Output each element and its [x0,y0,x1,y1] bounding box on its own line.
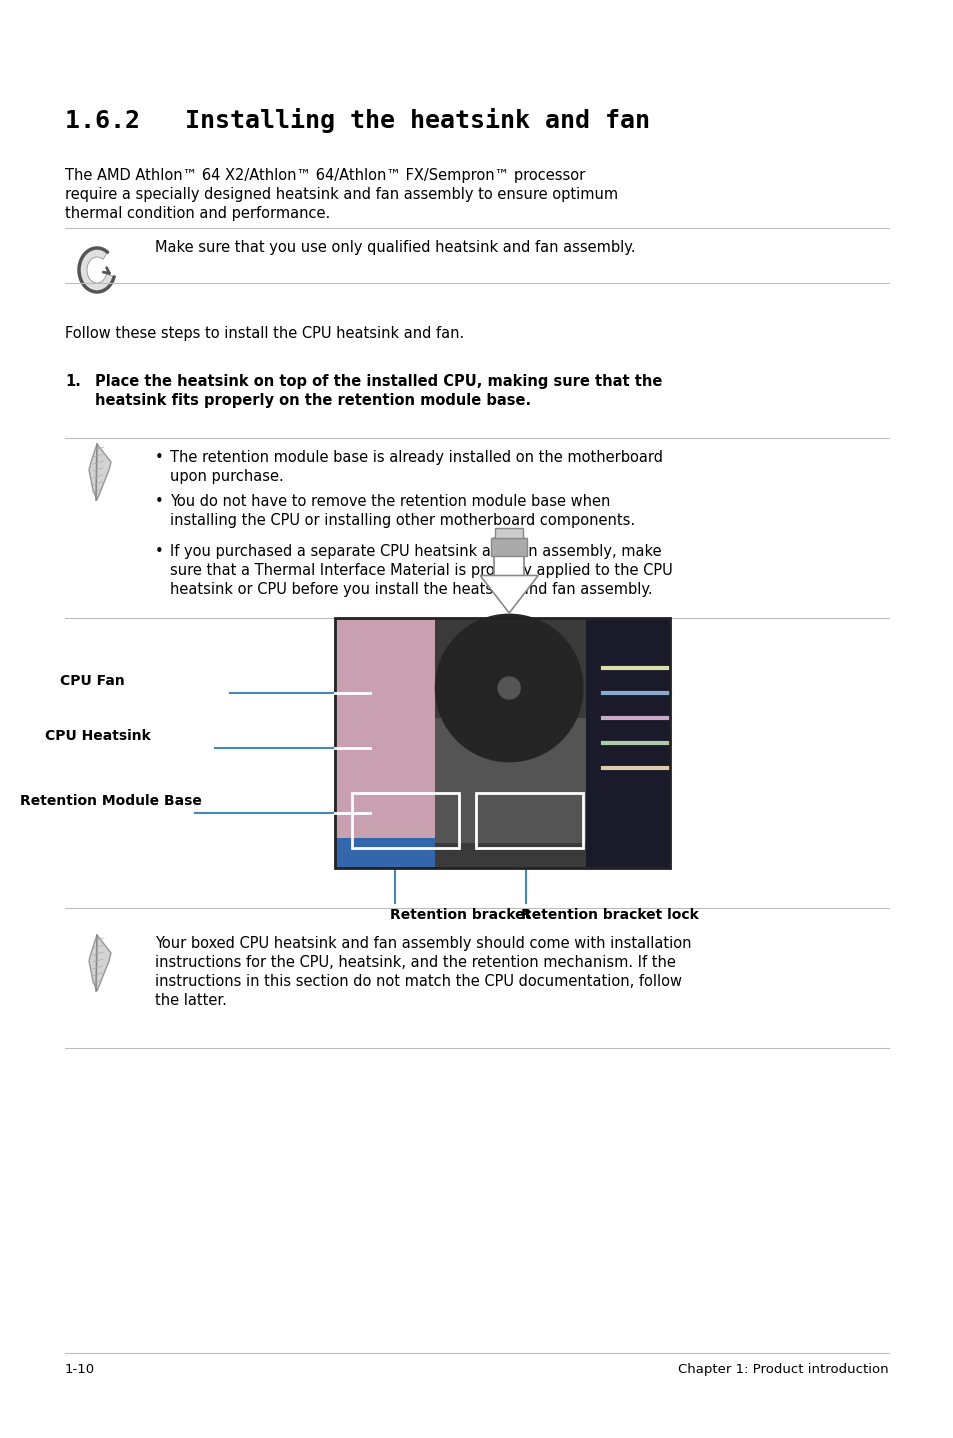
Text: heatsink or CPU before you install the heatsink and fan assembly.: heatsink or CPU before you install the h… [170,582,652,597]
Text: Place the heatsink on top of the installed CPU, making sure that the: Place the heatsink on top of the install… [95,374,661,390]
Circle shape [435,614,582,762]
Text: 1-10: 1-10 [65,1363,95,1376]
Bar [335,618,669,869]
Text: •: • [154,495,164,509]
Text: Chapter 1: Product introduction: Chapter 1: Product introduction [678,1363,888,1376]
Text: The AMD Athlon™ 64 X2/Athlon™ 64/Athlon™ FX/Sempron™ processor: The AMD Athlon™ 64 X2/Athlon™ 64/Athlon™… [65,168,584,183]
Text: the latter.: the latter. [154,994,227,1008]
Text: Retention bracket lock: Retention bracket lock [520,907,698,922]
Text: instructions for the CPU, heatsink, and the retention mechanism. If the: instructions for the CPU, heatsink, and … [154,955,675,971]
Text: Retention bracket: Retention bracket [390,907,531,922]
Text: 1.: 1. [65,374,81,390]
Text: 1.6.2   Installing the heatsink and fan: 1.6.2 Installing the heatsink and fan [65,108,649,132]
Text: •: • [154,544,164,559]
Text: installing the CPU or installing other motherboard components.: installing the CPU or installing other m… [170,513,635,528]
Bar [335,838,435,869]
Bar [435,718,586,843]
Bar [335,618,435,869]
Bar [476,792,582,848]
Text: The retention module base is already installed on the motherboard: The retention module base is already ins… [170,450,662,464]
Bar [495,528,522,538]
Polygon shape [479,575,537,613]
PathPatch shape [89,935,111,991]
Text: upon purchase.: upon purchase. [170,469,283,485]
Polygon shape [79,247,114,292]
Bar [435,618,669,869]
Bar [586,618,669,869]
Text: Retention Module Base: Retention Module Base [20,794,202,808]
Text: CPU Heatsink: CPU Heatsink [45,729,151,743]
Text: sure that a Thermal Interface Material is properly applied to the CPU: sure that a Thermal Interface Material i… [170,564,672,578]
Text: instructions in this section do not match the CPU documentation, follow: instructions in this section do not matc… [154,974,681,989]
Text: Follow these steps to install the CPU heatsink and fan.: Follow these steps to install the CPU he… [65,326,464,341]
PathPatch shape [89,444,111,500]
Text: Your boxed CPU heatsink and fan assembly should come with installation: Your boxed CPU heatsink and fan assembly… [154,936,691,951]
Text: heatsink fits properly on the retention module base.: heatsink fits properly on the retention … [95,393,531,408]
Text: Make sure that you use only qualified heatsink and fan assembly.: Make sure that you use only qualified he… [154,240,635,255]
Bar [491,538,527,557]
Bar [494,538,523,580]
Text: require a specially designed heatsink and fan assembly to ensure optimum: require a specially designed heatsink an… [65,187,618,201]
Text: CPU Fan: CPU Fan [60,674,125,687]
Text: You do not have to remove the retention module base when: You do not have to remove the retention … [170,495,610,509]
Circle shape [497,677,519,699]
Text: thermal condition and performance.: thermal condition and performance. [65,206,330,221]
Bar [352,792,458,848]
Text: If you purchased a separate CPU heatsink and fan assembly, make: If you purchased a separate CPU heatsink… [170,544,661,559]
Text: •: • [154,450,164,464]
